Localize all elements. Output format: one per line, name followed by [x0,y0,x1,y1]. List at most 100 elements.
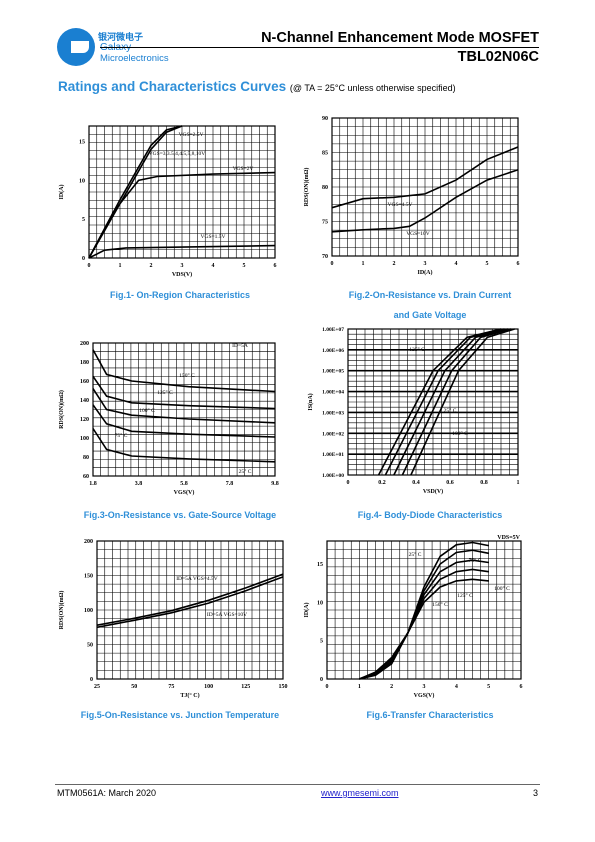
curve-annotation: 125° C [157,389,173,396]
curve-annotation: 25° C [444,407,457,414]
fig5-chart: 25 50 75 100 125 150 0 50 100 150 200 TJ(° C) RDS(ON… [58,539,288,699]
y-tick-label: 1.00E+05 [322,369,344,375]
series-line [359,541,489,680]
x-tick-label: 7.8 [226,481,234,487]
x-tick-label: 1 [517,480,520,486]
x-tick-label: 3 [181,263,184,269]
y-tick-label: 5 [320,639,323,645]
y-tick-label: 160 [80,379,89,385]
curve-annotation: ID=5A [232,343,248,349]
fig1-chart: 0 1 2 3 4 5 6 0 5 10 15 VDS(V) ID(A) VGS=2.5V VGS=3,3.… [58,125,277,278]
series-line [331,146,519,209]
website-link[interactable]: www.gmesemi.com [321,788,399,798]
x-tick-label: 0.2 [378,480,386,486]
x-tick-label: 1 [362,261,365,267]
y-tick-label: 200 [80,341,89,347]
y-tick-label: 10 [79,178,85,184]
y-tick-label: 0 [320,677,323,683]
logo-subname: Microelectronics [100,53,169,64]
x-tick-label: 1 [358,684,361,690]
document-title: N-Channel Enhancement Mode MOSFET [261,30,539,46]
y-tick-label: 75 [322,220,328,226]
x-tick-label: 4 [455,684,458,690]
fig6-chart: 0 1 2 3 4 5 6 0 5 10 15 VGS(V) ID(A) 25° C 75° C 100° C… [303,535,523,699]
part-number: TBL02N06C [457,49,539,65]
logo-chinese-text: 银河微电子 [98,32,144,42]
series-line [359,549,489,680]
series-line [331,169,519,233]
curve-annotation: 125° C [457,592,473,599]
series-line [92,375,276,410]
y-tick-label: 1.00E+07 [322,327,344,333]
y-tick-label: 50 [87,643,93,649]
x-tick-label: 4 [455,261,458,267]
curve-annotation: 75° C [469,557,482,564]
series-line [88,125,183,259]
curve-annotation: VGS=4.5V [388,202,413,208]
y-axis-label: RDS(ON)(mΩ) [58,591,65,630]
fig6-caption: Fig.6-Transfer Characteristics [366,710,494,720]
x-tick-label: 150 [279,684,288,690]
curve-annotation: VGS=1.5V [201,234,226,240]
fig2-caption-line1: Fig.2-On-Resistance vs. Drain Current [348,290,512,300]
curve-annotation: 150° C [179,372,195,379]
x-tick-label: 6 [520,684,523,690]
series-line [393,328,508,476]
series-line [92,349,276,393]
y-tick-label: 85 [322,151,328,157]
curve-annotation: 150° C [432,601,448,608]
series-line [92,428,276,463]
y-tick-label: 10 [317,600,323,606]
series-line [410,328,515,476]
x-tick-label: 125 [241,684,250,690]
fig4-chart: 0 0.2 0.4 0.6 0.8 1 1.00E+00 1.00E+01 1.00E+02 1.… [307,327,520,495]
x-axis-label: VGS(V) [174,489,195,496]
curve-annotation: VGS=10V [406,231,430,237]
company-logo-icon [57,28,95,66]
fig2-caption-line2: and Gate Voltage [393,310,467,320]
y-tick-label: 150 [84,574,93,580]
curve-annotation: 25° C [239,468,252,475]
fig5-caption: Fig.5-On-Resistance vs. Junction Tempera… [80,710,280,720]
fig2-chart: 0 1 2 3 4 5 6 70 75 80 85 90 ID(A) RDS(ON)(mΩ) VGS=4.5… [303,116,520,276]
x-tick-label: 0 [347,480,350,486]
x-tick-label: 75 [168,684,174,690]
section-condition: (@ TA = 25°C unless otherwise specified) [289,83,456,93]
x-tick-label: 3 [424,261,427,267]
series-line [96,576,284,629]
header-divider [100,47,539,48]
y-tick-label: 80 [83,455,89,461]
x-tick-label: 6 [274,263,277,269]
section-title-text: Ratings and Characteristics Curves [58,79,287,94]
y-tick-label: 200 [84,539,93,545]
y-tick-label: 1.00E+03 [322,410,344,416]
x-tick-label: 1 [119,263,122,269]
y-tick-label: 80 [322,185,328,191]
series-line [92,388,276,424]
x-tick-label: 4 [212,263,215,269]
y-tick-label: 60 [83,474,89,480]
series-line [88,244,276,259]
y-tick-label: 100 [84,608,93,614]
y-tick-label: 180 [80,360,89,366]
curve-annotation: VGS=3,3.5,4,4.5,5,8,10V [149,151,206,157]
x-tick-label: 0.6 [446,480,454,486]
x-tick-label: 0.8 [480,480,488,486]
x-tick-label: 2 [393,261,396,267]
section-title: Ratings and Characteristics Curves (@ TA… [58,79,456,94]
series-line [358,578,489,680]
x-tick-label: 0 [88,263,91,269]
y-tick-label: 15 [317,562,323,568]
y-tick-label: 1.00E+01 [322,452,344,458]
y-axis-label: IS(nA) [307,393,314,410]
fig3-caption: Fig.3-On-Resistance vs. Gate-Source Volt… [83,510,277,520]
x-tick-label: 3.8 [135,481,143,487]
x-tick-label: 0.4 [412,480,420,486]
curve-annotation: 100° C [139,407,155,414]
y-tick-label: 5 [82,217,85,223]
fig1-caption: Fig.1- On-Region Characteristics [109,290,251,300]
curve-annotation: 125° C [409,346,425,353]
x-tick-label: 2 [150,263,153,269]
y-tick-label: 140 [80,398,89,404]
series-line [96,573,284,626]
